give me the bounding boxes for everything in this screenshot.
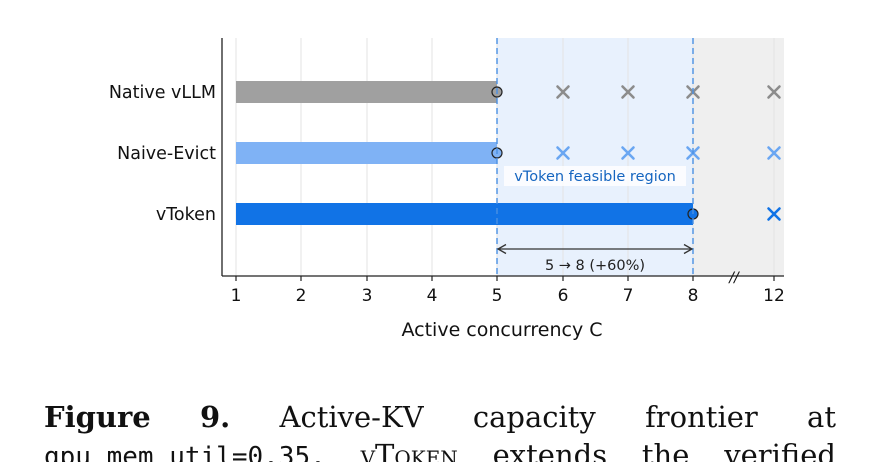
fail-marker: [621, 146, 635, 160]
caption-line-1: Figure 9. Active-KV capacity frontier at: [44, 398, 836, 436]
bar-vtoken: [236, 203, 693, 225]
caption-word: capacity: [472, 400, 596, 434]
x-tick-label: 5: [492, 286, 503, 306]
y-tick-label: Naive-Evict: [117, 144, 216, 164]
region-label: vToken feasible region: [514, 169, 676, 185]
caption-system-name: vToken: [360, 438, 458, 462]
caption-word: frontier: [645, 400, 758, 434]
x-tick-label: 1: [231, 286, 242, 306]
figure-caption: Figure 9. Active-KV capacity frontier at…: [44, 398, 836, 462]
chart-bars: [236, 81, 693, 225]
fail-marker: [767, 85, 781, 99]
chart-labels: vToken feasible region Native vLLM Naive-E…: [109, 83, 785, 341]
fail-marker: [767, 207, 781, 221]
x-tick-label: 4: [427, 286, 438, 306]
x-tick-label: 6: [558, 286, 569, 306]
caption-word: at: [807, 400, 836, 434]
fail-marker: [621, 85, 635, 99]
caption-figure-number: 9.: [199, 400, 231, 434]
x-tick-label: 2: [296, 286, 307, 306]
x-tick-label: 7: [623, 286, 634, 306]
caption-config: gpu_mem_util=0.35.: [44, 442, 326, 462]
y-tick-label: vToken: [156, 205, 216, 225]
annotation-label: 5 → 8 (+60%): [545, 258, 645, 274]
caption-word: verified: [724, 438, 836, 462]
chart-axes: [221, 38, 784, 281]
y-tick-label: Native vLLM: [109, 83, 216, 103]
annotation-arrow-head-right: [683, 243, 694, 255]
x-tick-label: 3: [362, 286, 373, 306]
region-label-bg: [504, 166, 686, 186]
annotation-arrow-head-left: [496, 243, 507, 255]
x-tick-label: 12: [763, 286, 785, 306]
region-0: [497, 38, 693, 276]
caption-word: extends: [492, 438, 608, 462]
caption-figure-label: Figure: [44, 400, 151, 434]
axis-break-mark: //: [727, 270, 740, 286]
fail-marker: [556, 85, 570, 99]
bar-native-vllm: [236, 81, 497, 103]
x-axis-label: Active concurrency C: [401, 319, 602, 341]
caption-line-2: gpu_mem_util=0.35. vToken extends the ve…: [44, 436, 836, 462]
x-tick-label: 8: [688, 286, 699, 306]
fail-marker: [767, 146, 781, 160]
caption-word: the: [641, 438, 690, 462]
bar-naive-evict: [236, 142, 497, 164]
chart-regions: [497, 38, 784, 276]
caption-word: Active-KV: [279, 400, 424, 434]
fail-marker: [556, 146, 570, 160]
